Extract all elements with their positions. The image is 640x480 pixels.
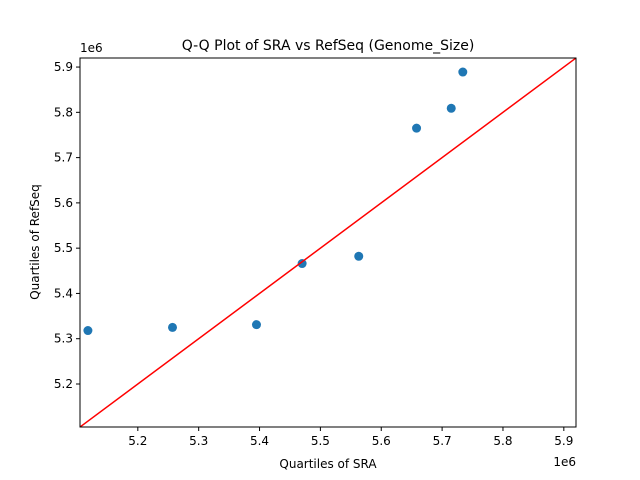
data-point-8 xyxy=(458,67,468,77)
y-tick-label: 5.8 xyxy=(54,105,73,119)
x-offset-label: 1e6 xyxy=(553,455,576,469)
data-point-7 xyxy=(446,103,456,113)
x-tick-label: 5.4 xyxy=(250,434,269,448)
x-tick-label: 5.7 xyxy=(433,434,452,448)
y-tick-label: 5.3 xyxy=(54,332,73,346)
y-tick-label: 5.2 xyxy=(54,377,73,391)
data-point-6 xyxy=(412,123,422,133)
axis-ticks: 5.2 5.3 5.4 5.5 5.6 5.7 5.8 5.9 5.2 5.3 5.4 5.5 5.6 5… xyxy=(54,60,573,448)
y-tick-label: 5.7 xyxy=(54,151,73,165)
data-point-4 xyxy=(297,259,307,269)
reference-line xyxy=(80,58,576,427)
data-point-1 xyxy=(83,326,93,336)
plot-frame xyxy=(79,57,577,428)
data-point-5 xyxy=(354,251,364,261)
x-tick-label: 5.2 xyxy=(128,434,147,448)
y-tick-label: 5.5 xyxy=(54,241,73,255)
y-axis-label: Quartiles of RefSeq xyxy=(28,184,42,300)
y-offset-label: 1e6 xyxy=(80,41,103,55)
x-tick-label: 5.3 xyxy=(189,434,208,448)
x-tick-label: 5.9 xyxy=(554,434,573,448)
y-tick-label: 5.9 xyxy=(54,60,73,74)
x-tick-label: 5.6 xyxy=(372,434,391,448)
data-point-3 xyxy=(251,320,261,330)
x-tick-label: 5.8 xyxy=(493,434,512,448)
y-tick-label: 5.4 xyxy=(54,286,73,300)
x-axis-label: Quartiles of SRA xyxy=(279,457,377,471)
plot-area xyxy=(80,58,576,427)
chart-title: Q-Q Plot of SRA vs RefSeq (Genome_Size) xyxy=(182,38,475,54)
y-tick-label: 5.6 xyxy=(54,196,73,210)
data-point-2 xyxy=(168,322,178,332)
x-tick-label: 5.5 xyxy=(311,434,330,448)
